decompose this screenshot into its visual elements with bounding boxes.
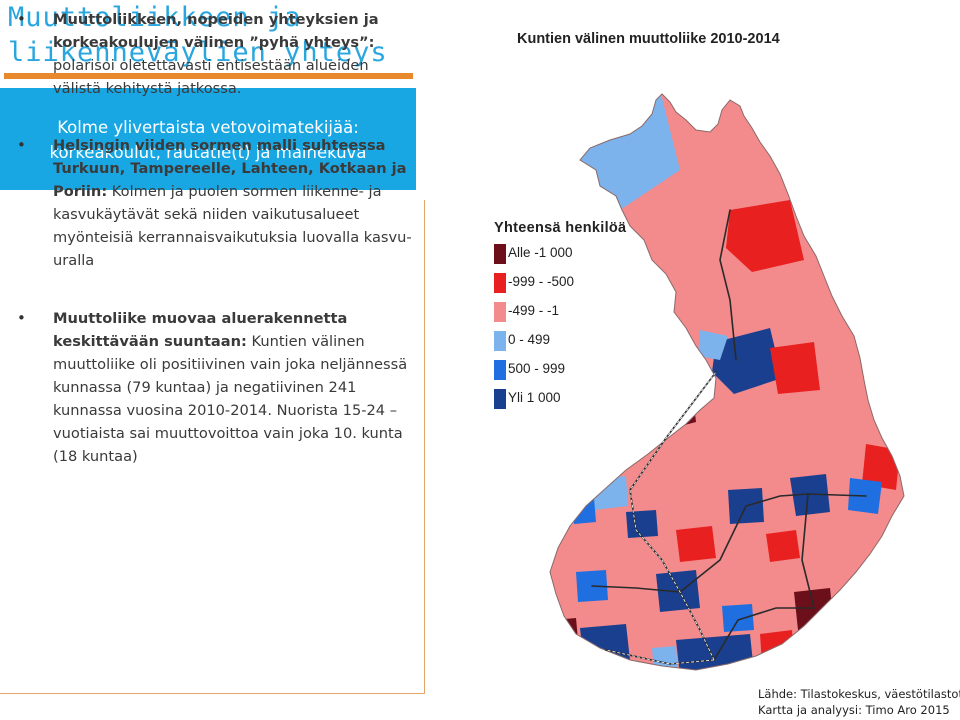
legend-item: -999 - -500 xyxy=(494,273,694,302)
bullet-3-lead: Muuttoliike muovaa aluerakennetta keskit… xyxy=(53,310,348,350)
legend-label: -999 - -500 xyxy=(508,274,575,289)
legend-label: -499 - -1 xyxy=(508,303,560,318)
bullet-1: Muuttoliikkeen, nopeiden yhteyksien ja k… xyxy=(17,8,413,100)
bullet-panel xyxy=(0,200,425,694)
route-tampere-pori xyxy=(591,585,681,593)
region-southeast-large-loss xyxy=(794,588,834,630)
region-southwest-large-loss xyxy=(554,618,578,642)
map-legend: Yhteensä henkilöä Alle -1 000 -999 - -50… xyxy=(494,220,694,418)
region-savo-loss xyxy=(766,530,800,562)
region-vaasa-gain xyxy=(572,498,596,524)
region-tampere-gain xyxy=(656,570,700,612)
bullet-3-body: Kuntien välinen muuttoliike oli positiiv… xyxy=(53,333,408,465)
region-ostrobothnia-gain xyxy=(590,476,628,510)
main-railways xyxy=(605,371,717,665)
region-kymenlaakso-loss xyxy=(760,630,794,664)
region-oulu-gain xyxy=(712,328,782,394)
region-seinajoki-gain xyxy=(626,510,658,538)
finland-map xyxy=(549,93,905,671)
legend-swatch xyxy=(494,273,506,293)
legend-swatch xyxy=(494,360,506,380)
legend-item: -499 - -1 xyxy=(494,302,694,331)
region-turku-ring-gain xyxy=(560,642,582,666)
region-lapland-east-loss xyxy=(726,200,804,272)
legend-item: Alle -1 000 xyxy=(494,244,694,273)
route-tampere-jyvaskyla xyxy=(679,505,747,593)
source-line-2: Kartta ja analyysi: Timo Aro 2015 xyxy=(758,703,950,717)
legend-swatch xyxy=(494,244,506,264)
route-helsinki-lahti-kouvola xyxy=(713,607,815,661)
legend-label: Alle -1 000 xyxy=(508,245,573,260)
route-kouvola-savonlinna xyxy=(801,493,815,609)
region-oulu-ring-gain xyxy=(698,330,728,360)
bullet-2-body: Kolmen ja puolen sormen liikenne- ja kas… xyxy=(53,183,412,269)
source-note: Lähde: Tilastokeskus, väestötilastot Kar… xyxy=(758,686,960,718)
legend-swatch xyxy=(494,389,506,409)
bullet-3: Muuttoliike muovaa aluerakennetta keskit… xyxy=(17,307,413,468)
legend-label: Yli 1 000 xyxy=(508,390,561,405)
legend-label: 0 - 499 xyxy=(508,332,551,347)
region-kainuu-loss xyxy=(770,342,820,394)
legend-label: 500 - 999 xyxy=(508,361,566,376)
legend-swatch xyxy=(494,302,506,322)
region-uusimaa-gain xyxy=(652,646,678,670)
bullet-1-lead: Muuttoliikkeen, nopeiden yhteyksien ja k… xyxy=(53,11,379,51)
route-oulu-rovaniemi xyxy=(719,209,737,361)
legend-item: Yli 1 000 xyxy=(494,389,694,418)
bullet-2-lead: Helsingin viiden sormen malli suhteessa … xyxy=(53,137,407,200)
legend-title: Yhteensä henkilöä xyxy=(494,220,627,236)
legend-item: 500 - 999 xyxy=(494,360,694,389)
highlight-line-1: Kolme ylivertaista vetovoimatekijää: xyxy=(57,118,359,137)
map-title: Kuntien välinen muuttoliike 2010-2014 xyxy=(517,31,780,47)
bullet-2: Helsingin viiden sormen malli suhteessa … xyxy=(17,134,413,272)
region-central-loss xyxy=(676,526,716,562)
map-outline xyxy=(549,93,905,671)
route-jyvaskyla-kuopio xyxy=(745,493,809,507)
rail-helsinki-turku xyxy=(605,649,715,665)
region-helsinki-gain xyxy=(676,634,754,670)
rail-helsinki-tampere-oulu xyxy=(629,371,717,661)
region-turku-gain xyxy=(580,624,630,664)
region-lahti-gain xyxy=(722,604,754,632)
legend-swatch xyxy=(494,331,506,351)
source-line-1: Lähde: Tilastokeskus, väestötilastot xyxy=(758,687,960,701)
route-kuopio-joensuu xyxy=(807,493,867,497)
legend-item: 0 - 499 xyxy=(494,331,694,360)
region-east-border-loss xyxy=(862,444,900,490)
region-kuopio-gain xyxy=(790,474,830,516)
bullet-1-body: polarisoi oletettavasti entisestään alue… xyxy=(53,57,369,97)
